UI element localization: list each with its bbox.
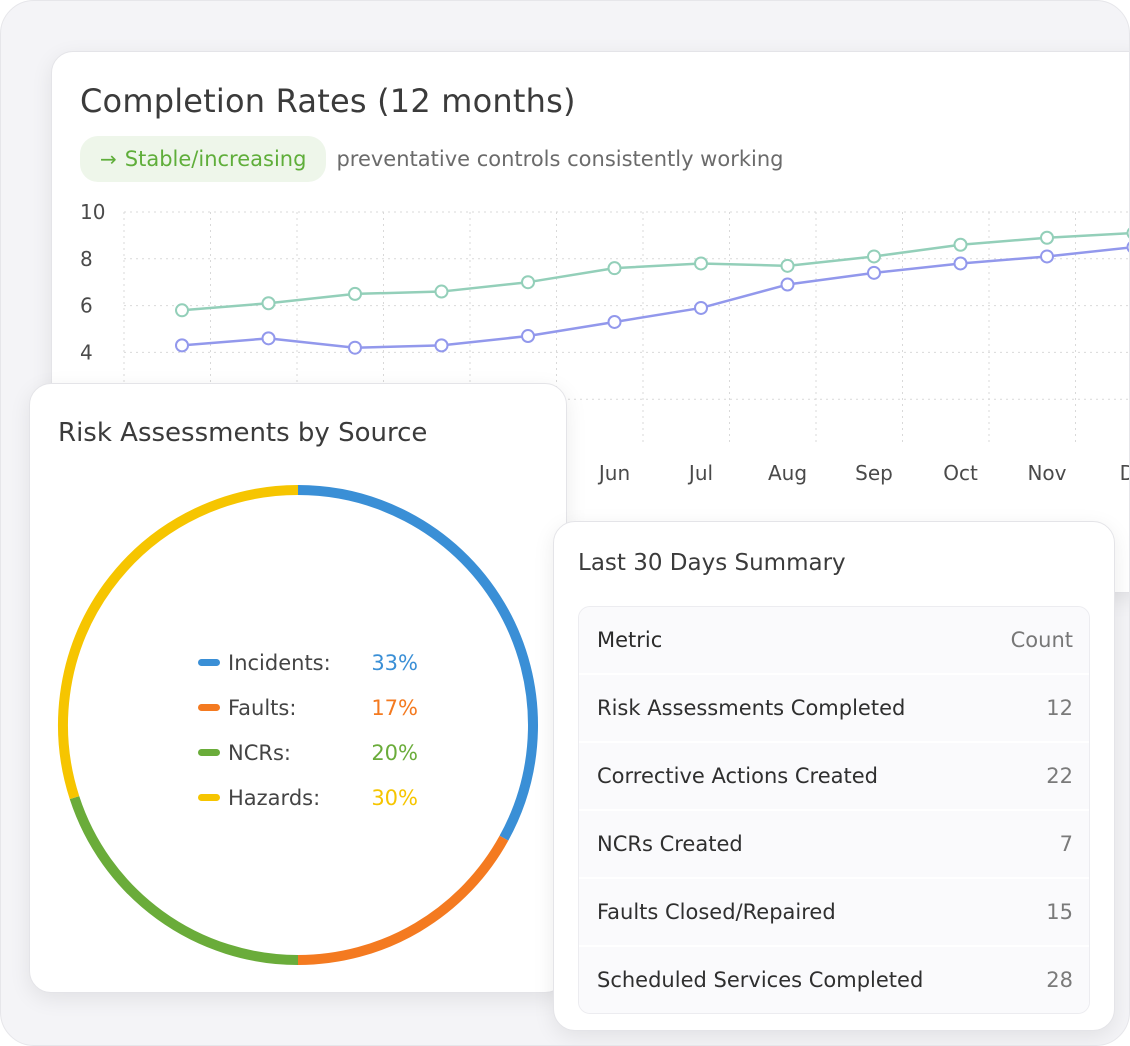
data-point-bottom xyxy=(1126,241,1129,253)
data-point-top xyxy=(521,275,535,290)
metric-name: NCRs Created xyxy=(597,832,743,856)
arrow-right-icon: → xyxy=(100,147,117,171)
y-tick-label: 6 xyxy=(80,294,93,318)
trend-description: preventative controls consistently worki… xyxy=(336,147,784,171)
risk-assessments-card: Risk Assessments by Source Incidents: 33… xyxy=(29,383,567,993)
series-line-top xyxy=(181,232,1129,312)
trend-row: → Stable/increasing preventative control… xyxy=(80,136,783,182)
completion-rates-chart: 4 6 8 10 Jun Jul Aug Sep Oct Nov De xyxy=(80,200,1130,485)
metric-count: 15 xyxy=(1046,900,1073,924)
legend-item-ncrs: NCRs: 20% xyxy=(198,730,418,775)
legend-item-faults: Faults: 17% xyxy=(198,685,418,730)
risk-assessments-donut-chart xyxy=(58,485,538,965)
data-point-top xyxy=(1040,230,1054,245)
summary-table-header: Metric Count xyxy=(579,607,1089,673)
table-row: NCRs Created 7 xyxy=(579,809,1089,877)
completion-rates-title: Completion Rates (12 months) xyxy=(80,82,576,120)
metric-name: Corrective Actions Created xyxy=(597,764,878,788)
donut-slice-hazards xyxy=(58,485,299,800)
data-point-top xyxy=(867,249,881,264)
x-tick-label: Oct xyxy=(943,461,978,485)
data-point-bottom xyxy=(521,329,535,344)
legend-item-incidents: Incidents: 33% xyxy=(198,640,418,685)
data-point-top xyxy=(434,284,449,299)
data-point-bottom xyxy=(175,338,189,353)
legend-swatch-hazards xyxy=(198,794,220,801)
x-tick-label: De xyxy=(1120,461,1130,485)
data-point-top xyxy=(953,237,968,252)
data-point-bottom xyxy=(607,314,622,329)
table-row: Risk Assessments Completed 12 xyxy=(579,673,1089,741)
legend-swatch-incidents xyxy=(198,659,220,666)
data-point-bottom xyxy=(348,340,362,355)
y-tick-label: 4 xyxy=(80,340,93,364)
donut-legend: Incidents: 33% Faults: 17% NCRs: 20% Haz… xyxy=(198,640,418,820)
donut-slice-ncrs xyxy=(69,796,299,965)
data-point-top xyxy=(1126,227,1129,239)
legend-value-ncrs: 20% xyxy=(371,740,418,765)
legend-value-hazards: 30% xyxy=(371,785,418,810)
data-point-top xyxy=(694,256,708,271)
legend-value-incidents: 33% xyxy=(371,650,418,675)
metric-count: 12 xyxy=(1046,696,1073,720)
donut-slice-faults xyxy=(297,835,509,965)
x-tick-label: Nov xyxy=(1027,461,1066,485)
risk-assessments-title: Risk Assessments by Source xyxy=(58,418,428,448)
legend-label-incidents: Incidents: xyxy=(228,650,331,675)
data-point-bottom xyxy=(1040,249,1054,264)
summary-table: Metric Count Risk Assessments Completed … xyxy=(578,606,1090,1014)
legend-item-hazards: Hazards: 30% xyxy=(198,775,418,820)
data-point-bottom xyxy=(434,338,449,353)
last-30-days-summary-card: Last 30 Days Summary Metric Count Risk A… xyxy=(553,521,1115,1031)
summary-title: Last 30 Days Summary xyxy=(578,550,846,576)
column-header-count: Count xyxy=(1010,628,1073,652)
table-row: Scheduled Services Completed 28 xyxy=(579,945,1089,1013)
x-tick-label: Sep xyxy=(855,461,893,485)
y-tick-label: 8 xyxy=(80,247,93,271)
metric-name: Risk Assessments Completed xyxy=(597,696,906,720)
metric-count: 28 xyxy=(1046,968,1073,992)
y-tick-label: 10 xyxy=(80,200,105,224)
data-point-top xyxy=(261,296,276,311)
data-point-top xyxy=(175,303,189,318)
data-point-bottom xyxy=(780,277,795,292)
trend-badge-label: Stable/increasing xyxy=(124,147,307,171)
table-row: Faults Closed/Repaired 15 xyxy=(579,877,1089,945)
data-point-top xyxy=(780,258,795,273)
x-tick-label: Aug xyxy=(768,461,807,485)
metric-name: Scheduled Services Completed xyxy=(597,968,924,992)
metric-count: 22 xyxy=(1046,764,1073,788)
data-point-bottom xyxy=(867,265,881,280)
donut-slice-incidents xyxy=(297,485,538,841)
legend-label-hazards: Hazards: xyxy=(228,785,321,810)
x-tick-label: Jun xyxy=(597,461,630,485)
data-point-top xyxy=(348,286,362,301)
trend-badge: → Stable/increasing xyxy=(80,136,327,182)
legend-swatch-faults xyxy=(198,704,220,711)
legend-value-faults: 17% xyxy=(371,695,418,720)
column-header-metric: Metric xyxy=(597,628,663,652)
table-row: Corrective Actions Created 22 xyxy=(579,741,1089,809)
legend-label-faults: Faults: xyxy=(228,695,297,720)
data-point-bottom xyxy=(953,256,968,271)
legend-label-ncrs: NCRs: xyxy=(228,740,291,765)
data-point-bottom xyxy=(261,331,276,346)
metric-name: Faults Closed/Repaired xyxy=(597,900,836,924)
data-point-bottom xyxy=(694,300,708,315)
metric-count: 7 xyxy=(1059,832,1073,856)
data-point-top xyxy=(607,261,622,276)
legend-swatch-ncrs xyxy=(198,749,220,756)
x-tick-label: Jul xyxy=(687,461,713,485)
